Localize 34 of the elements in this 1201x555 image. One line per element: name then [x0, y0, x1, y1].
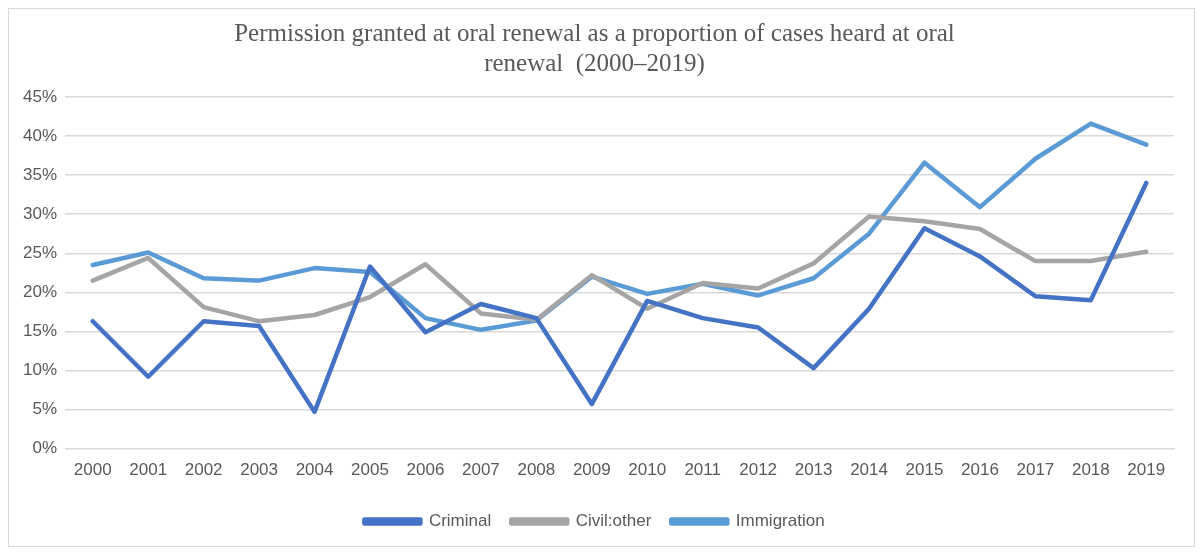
x-tick-label: 2000: [73, 460, 112, 480]
y-tick-label: 40%: [22, 125, 58, 145]
y-tick-label: 0%: [32, 438, 58, 458]
y-tick-label: 35%: [22, 164, 58, 184]
y-tick-label: 5%: [32, 399, 58, 419]
x-tick-label: 2011: [684, 460, 721, 480]
x-tick-label: 2012: [739, 460, 778, 480]
legend-label: Criminal: [428, 511, 492, 531]
y-tick-label: 10%: [22, 360, 58, 380]
chart-title: Permission granted at oral renewal as a proportion of cases heard at oral renewal (2000–2019): [234, 18, 955, 77]
x-tick-label: 2001: [129, 460, 168, 480]
x-tick-label: 2015: [905, 460, 944, 480]
x-tick-label: 2013: [794, 460, 833, 480]
x-tick-label: 2002: [184, 460, 223, 480]
x-tick-label: 2003: [240, 460, 279, 480]
x-tick-label: 2010: [628, 460, 667, 480]
x-tick-label: 2014: [850, 460, 888, 480]
legend-label: Civil:other: [575, 511, 652, 531]
legend-label: Immigration: [735, 511, 825, 531]
x-tick-label: 2009: [572, 460, 611, 480]
x-tick-label: 2004: [295, 460, 334, 480]
x-tick-label: 2007: [461, 460, 500, 480]
y-tick-label: 15%: [22, 321, 58, 341]
x-tick-label: 2018: [1071, 460, 1110, 480]
x-tick-label: 2006: [406, 460, 445, 480]
x-tick-label: 2019: [1127, 460, 1166, 480]
y-tick-label: 20%: [22, 282, 58, 302]
y-tick-label: 25%: [22, 242, 58, 262]
y-tick-label: 45%: [22, 86, 58, 106]
x-tick-label: 2016: [961, 460, 999, 480]
x-tick-label: 2005: [351, 460, 389, 480]
y-tick-label: 30%: [22, 203, 58, 223]
x-tick-label: 2017: [1016, 460, 1055, 480]
x-tick-label: 2008: [517, 460, 556, 480]
